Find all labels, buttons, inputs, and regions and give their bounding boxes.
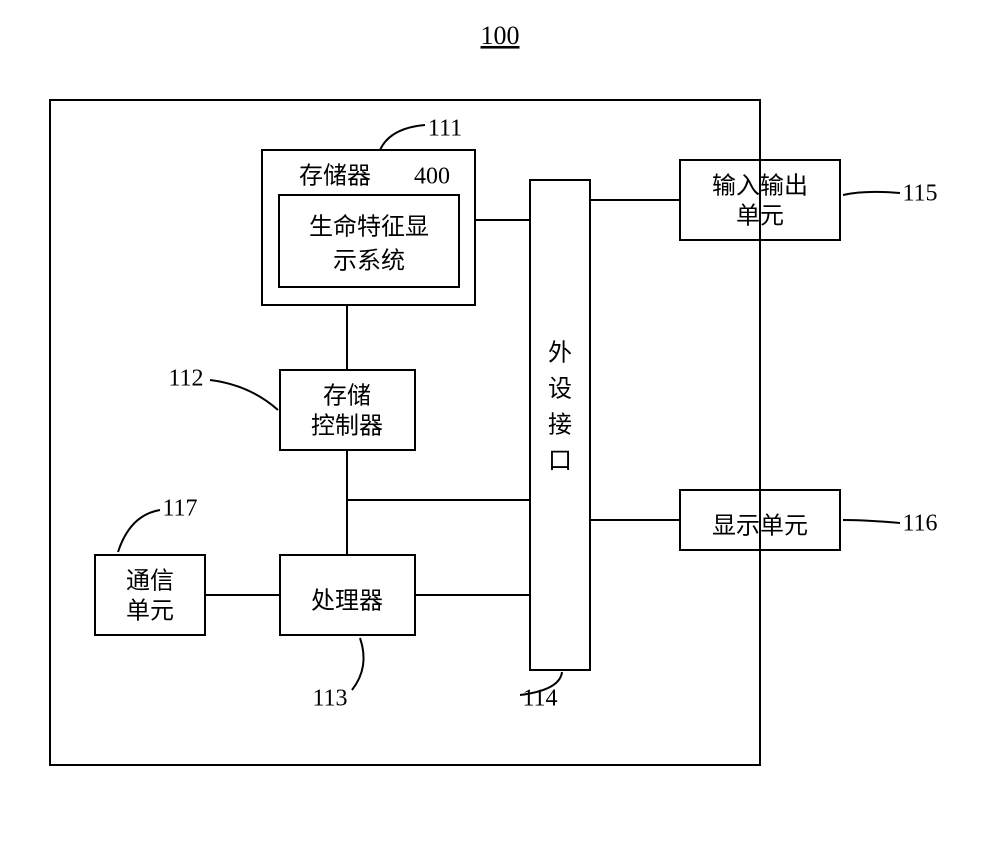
vital-sign-line1: 生命特征显 [309,214,429,241]
display-unit-label: 显示单元 [712,513,808,540]
leader-111 [380,125,425,150]
figure-number: 100 [481,21,520,50]
peripheral-interface-char: 外 [548,340,572,367]
leader-113 [352,638,364,690]
io-unit-l1: 输入输出 [712,173,808,200]
refnum-111: 111 [428,116,462,142]
label-400: 400 [414,164,450,190]
refnum-116: 116 [902,511,937,537]
refnum-115: 115 [902,181,937,207]
peripheral-interface-char: 设 [548,376,572,403]
refnum-112: 112 [168,366,203,392]
memory-controller-l2: 控制器 [311,413,383,440]
refnum-113: 113 [312,686,347,712]
leader-117 [118,510,160,552]
peripheral-interface-char: 口 [548,449,572,475]
comm-unit-l1: 通信 [126,568,174,595]
leader-115 [843,192,900,195]
io-unit-l2: 单元 [736,203,784,230]
memory-title: 存储器 [299,163,371,190]
peripheral-interface-char: 接 [548,412,572,439]
vital-sign-line2: 示系统 [333,248,405,275]
comm-unit-l2: 单元 [126,598,174,625]
refnum-117: 117 [162,496,197,522]
memory-controller-l1: 存储 [323,383,371,410]
processor-label: 处理器 [311,588,383,615]
leader-116 [843,520,900,523]
leader-112 [210,380,278,410]
refnum-114: 114 [522,686,557,712]
